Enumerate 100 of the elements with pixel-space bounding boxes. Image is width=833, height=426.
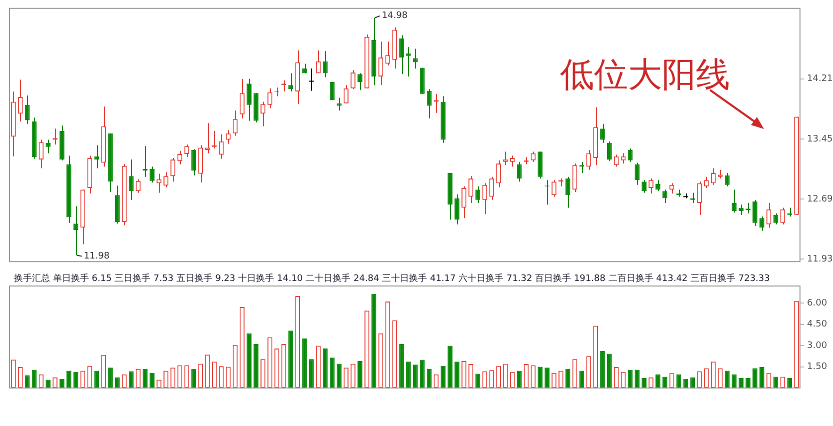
- candlestick: [752, 199, 758, 226]
- candlestick: [468, 176, 474, 204]
- candlestick: [156, 173, 162, 194]
- candlestick: [218, 134, 224, 160]
- candlestick: [350, 70, 356, 90]
- bar: [642, 378, 647, 388]
- bar: [634, 370, 640, 388]
- candlestick: [634, 162, 640, 186]
- bar: [538, 366, 543, 388]
- candlestick: [732, 189, 737, 214]
- candlestick: [759, 216, 764, 232]
- candlestick: [18, 79, 23, 122]
- candlestick: [288, 72, 294, 92]
- candlestick: [704, 176, 709, 189]
- bar: [454, 362, 460, 388]
- bar: [288, 330, 294, 388]
- candlestick: [620, 152, 626, 164]
- y-tick-label: 14.21: [807, 74, 833, 84]
- bar: [66, 370, 72, 388]
- y-tick-label: 12.69: [807, 194, 833, 204]
- candlestick: [205, 122, 210, 154]
- candlestick: [516, 161, 522, 182]
- candlestick: [399, 34, 404, 75]
- bar: [142, 368, 148, 388]
- y-tick-label: 13.45: [807, 134, 833, 144]
- candlestick: [738, 204, 744, 216]
- bar: [759, 367, 764, 388]
- candlestick: [94, 144, 100, 169]
- bar: [302, 338, 307, 388]
- candlestick: [260, 101, 266, 127]
- bar: [358, 360, 362, 388]
- bar: [73, 372, 78, 388]
- annotation: 低位大阳线: [560, 54, 730, 97]
- candlestick: [496, 160, 501, 188]
- bar: [732, 374, 737, 388]
- candlestick: [46, 139, 51, 154]
- bar: [787, 378, 792, 388]
- annotation: 14.98: [382, 11, 408, 22]
- candlestick: [240, 78, 245, 119]
- candlestick: [385, 41, 390, 66]
- bar: [114, 377, 120, 388]
- y-tick-label: 4.50: [807, 320, 828, 330]
- bar: [94, 370, 100, 388]
- y-tick-label: 1.50: [807, 362, 828, 372]
- bar: [420, 360, 425, 388]
- bar: [752, 368, 758, 388]
- bar: [150, 372, 154, 388]
- candlestick: [184, 144, 190, 158]
- text: 换手汇总 单日换手 6.15 三日换手 7.53 五日换手 9.23 十日换手 14.10 二十日换手 24.84 三十日换手 41.17 六十日换手 71.32 百日换手 191.88 二百日换手 413.42 三百日换手 723.33: [14, 272, 770, 285]
- bar: [440, 366, 446, 388]
- candlestick: [503, 151, 508, 166]
- candlestick: [586, 150, 592, 170]
- annotation: 11.98: [84, 252, 110, 262]
- bar: [406, 362, 411, 388]
- candlestick: [24, 94, 30, 124]
- candlestick: [316, 50, 321, 74]
- candlestick: [552, 180, 556, 198]
- candlestick: [489, 176, 494, 200]
- bar: [565, 368, 570, 388]
- bar: [412, 364, 418, 388]
- bar: [600, 351, 605, 388]
- candlestick: [628, 148, 633, 162]
- bar: [108, 368, 113, 388]
- bar: [683, 378, 688, 388]
- bar: [246, 333, 252, 388]
- candlestick: [170, 157, 176, 182]
- bar: [690, 377, 696, 388]
- candlestick: [191, 148, 196, 176]
- candlestick: [656, 180, 660, 192]
- candlestick: [150, 166, 154, 183]
- candlestick: [697, 181, 702, 216]
- bar: [746, 378, 750, 388]
- bar: [738, 378, 744, 388]
- bar: [656, 374, 660, 388]
- bar: [607, 354, 612, 388]
- candlestick: [642, 180, 647, 194]
- candlestick: [538, 151, 543, 180]
- bar: [399, 344, 404, 388]
- bar: [448, 346, 452, 388]
- candlestick: [614, 154, 619, 168]
- candlestick: [454, 194, 460, 225]
- y-tick-label: 3.00: [807, 340, 828, 351]
- candlestick: [510, 155, 515, 168]
- candlestick: [600, 123, 605, 144]
- candlestick: [565, 176, 570, 208]
- candlestick: [344, 84, 349, 104]
- bar: [544, 368, 550, 388]
- candlestick: [475, 186, 480, 204]
- candlestick: [406, 46, 411, 77]
- bar: [254, 344, 258, 388]
- bar: [336, 364, 342, 388]
- candlestick: [710, 168, 716, 186]
- candlestick: [530, 151, 536, 162]
- bar: [46, 380, 51, 388]
- candlestick: [662, 189, 668, 204]
- y-tick-label: 11.93: [807, 254, 833, 265]
- candlestick: [773, 212, 778, 225]
- bar: [24, 375, 30, 388]
- candlestick: [163, 172, 168, 188]
- candlestick: [73, 206, 78, 256]
